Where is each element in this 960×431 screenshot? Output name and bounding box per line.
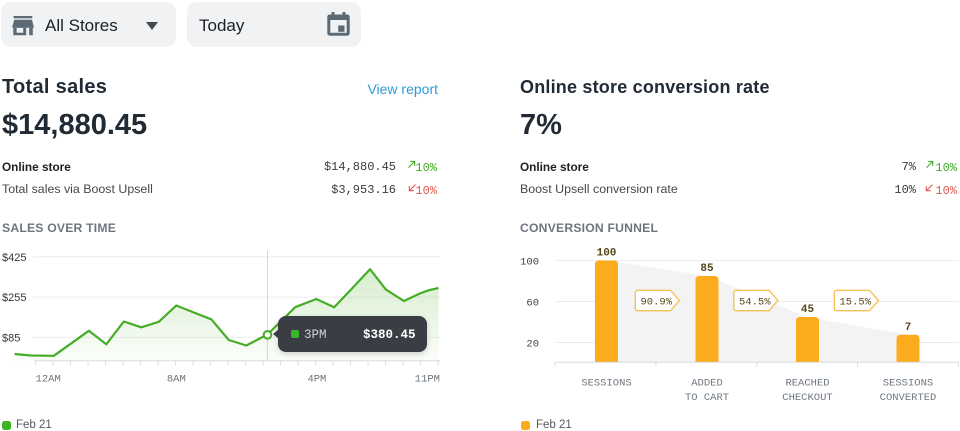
svg-text:85: 85 bbox=[700, 263, 714, 275]
svg-text:SESSIONS: SESSIONS bbox=[883, 378, 933, 390]
svg-text:ADDED: ADDED bbox=[691, 378, 723, 390]
svg-text:REACHED: REACHED bbox=[785, 378, 829, 390]
svg-text:TO CART: TO CART bbox=[685, 392, 729, 404]
svg-text:11PM: 11PM bbox=[415, 374, 440, 386]
svg-text:SESSIONS: SESSIONS bbox=[581, 378, 631, 390]
svg-text:CHECKOUT: CHECKOUT bbox=[782, 392, 832, 404]
svg-text:12AM: 12AM bbox=[36, 374, 61, 386]
svg-text:$255: $255 bbox=[2, 292, 26, 304]
svg-text:15.5%: 15.5% bbox=[840, 296, 872, 308]
svg-text:90.9%: 90.9% bbox=[641, 296, 673, 308]
svg-text:20: 20 bbox=[526, 338, 539, 350]
svg-text:4PM: 4PM bbox=[307, 374, 326, 386]
svg-text:7: 7 bbox=[905, 322, 912, 334]
svg-text:60: 60 bbox=[526, 297, 539, 309]
svg-text:CONVERTED: CONVERTED bbox=[880, 392, 937, 404]
svg-text:100: 100 bbox=[520, 256, 539, 268]
svg-text:$85: $85 bbox=[2, 332, 20, 344]
svg-text:45: 45 bbox=[801, 304, 815, 316]
svg-text:54.5%: 54.5% bbox=[739, 296, 771, 308]
svg-text:8AM: 8AM bbox=[167, 374, 186, 386]
svg-text:100: 100 bbox=[597, 248, 617, 260]
svg-text:$425: $425 bbox=[2, 252, 26, 264]
